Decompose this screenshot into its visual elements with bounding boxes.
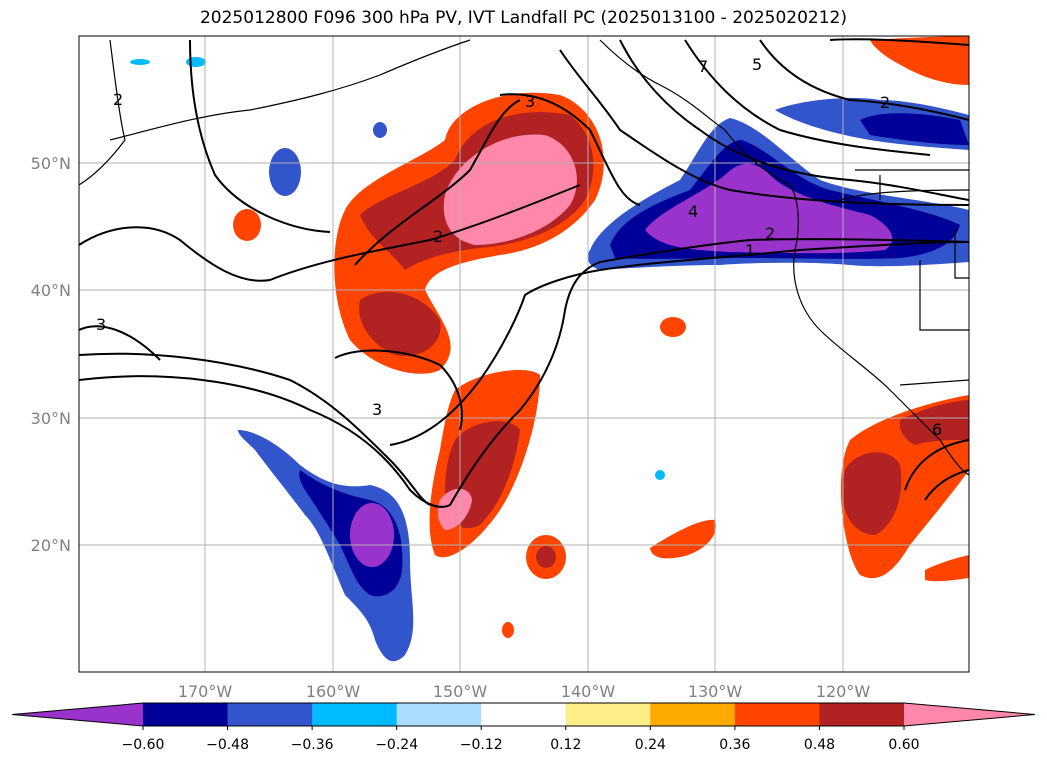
colorbar-tick-label: −0.24 xyxy=(375,737,418,753)
colorbar-segment xyxy=(312,703,398,726)
contour-label-group: 3 2 2 4 2 1 3 3 5 2 7 6 xyxy=(96,55,942,439)
contour-label: 3 xyxy=(525,92,535,111)
colorbar-segment xyxy=(819,703,905,726)
colorbar-segment xyxy=(481,703,567,726)
colorbar-segment xyxy=(396,703,482,726)
lon-tick-label: 160°W xyxy=(306,682,361,701)
colorbar-segment xyxy=(143,703,229,726)
colorbar-tick-label: 0.24 xyxy=(635,737,666,753)
lon-tick-label: 150°W xyxy=(433,682,488,701)
lat-tick-label: 30°N xyxy=(31,409,71,428)
lat-tick-label: 50°N xyxy=(31,154,71,173)
colorbar-tick-label: 0.36 xyxy=(719,737,750,753)
positive-pv-anomaly-mexico xyxy=(840,36,969,582)
contour-label: 3 xyxy=(96,315,106,334)
contour-label: 7 xyxy=(698,57,708,76)
colorbar-tick-label: 0.12 xyxy=(550,737,581,753)
colorbar-segment xyxy=(734,703,820,726)
contour-label: 2 xyxy=(113,90,123,109)
colorbar-segment xyxy=(565,703,651,726)
colorbar-tick-group: −0.60 −0.48 −0.36 −0.24 −0.12 0.12 0.24 0.36 0.4… xyxy=(122,726,920,753)
colorbar xyxy=(11,702,1036,727)
lon-tick-label: 120°W xyxy=(816,682,871,701)
colorbar-tick-label: −0.48 xyxy=(206,737,249,753)
contour-label: 3 xyxy=(372,400,382,419)
map-title: 2025012800 F096 300 hPa PV, IVT Landfall… xyxy=(199,8,847,28)
lat-tick-label: 20°N xyxy=(31,536,71,555)
contour-label: 5 xyxy=(752,55,762,74)
lon-tick-label: 170°W xyxy=(178,682,233,701)
lon-axis: 170°W 160°W 150°W 140°W 130°W 120°W xyxy=(178,682,871,701)
colorbar-tick-label: −0.12 xyxy=(460,737,503,753)
colorbar-tick-label: −0.36 xyxy=(291,737,334,753)
negative-pv-anomaly-hawaii xyxy=(238,430,414,662)
colorbar-tick-label: 0.60 xyxy=(888,737,919,753)
contour-label: 2 xyxy=(433,227,443,246)
negative-pv-anomaly-northeast xyxy=(130,57,969,480)
contour-label: 2 xyxy=(880,93,890,112)
contour-label: 2 xyxy=(765,224,775,243)
lat-tick-label: 40°N xyxy=(31,281,71,300)
lon-tick-label: 130°W xyxy=(688,682,743,701)
contour-label: 1 xyxy=(745,241,755,260)
ivt-contours xyxy=(79,38,969,508)
contour-label: 4 xyxy=(688,202,698,221)
map-frame xyxy=(78,35,970,673)
graticule xyxy=(79,36,969,672)
colorbar-extend-min xyxy=(12,703,143,726)
map-plot-area: 3 2 2 4 2 1 3 3 5 2 7 6 xyxy=(79,36,969,672)
colorbar-segment xyxy=(650,703,736,726)
colorbar-tick-label: −0.60 xyxy=(122,737,165,753)
lat-axis: 50°N 40°N 30°N 20°N xyxy=(31,154,71,555)
colorbar-segment xyxy=(227,703,313,726)
colorbar-extend-max xyxy=(904,703,1035,726)
contour-label: 6 xyxy=(932,420,942,439)
lon-tick-label: 140°W xyxy=(561,682,616,701)
colorbar-tick-label: 0.48 xyxy=(804,737,835,753)
